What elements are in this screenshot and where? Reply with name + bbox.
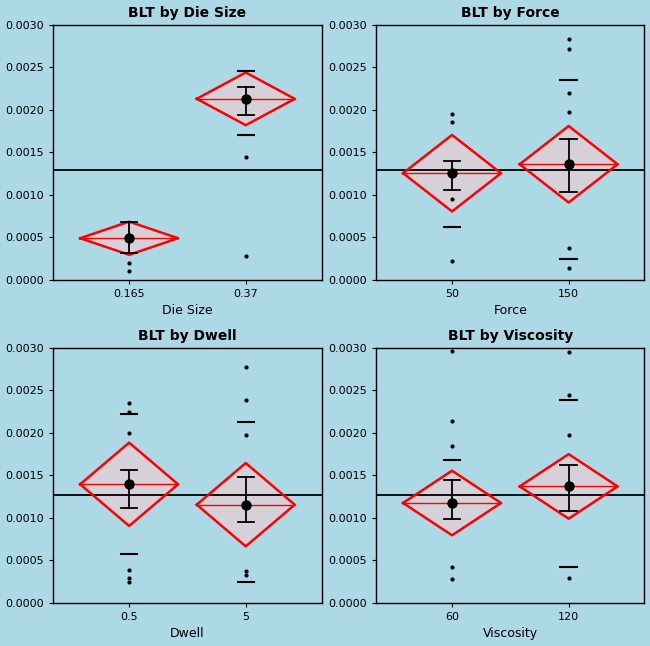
- Polygon shape: [197, 72, 294, 125]
- X-axis label: Force: Force: [493, 304, 527, 317]
- X-axis label: Viscosity: Viscosity: [483, 627, 538, 640]
- X-axis label: Die Size: Die Size: [162, 304, 213, 317]
- Polygon shape: [197, 463, 294, 547]
- Polygon shape: [520, 126, 618, 202]
- X-axis label: Dwell: Dwell: [170, 627, 205, 640]
- Polygon shape: [403, 471, 501, 536]
- Title: BLT by Viscosity: BLT by Viscosity: [448, 329, 573, 342]
- Title: BLT by Die Size: BLT by Die Size: [128, 6, 246, 19]
- Polygon shape: [80, 443, 178, 526]
- Polygon shape: [520, 454, 618, 519]
- Polygon shape: [403, 135, 501, 211]
- Title: BLT by Dwell: BLT by Dwell: [138, 329, 237, 342]
- Polygon shape: [80, 222, 178, 255]
- Title: BLT by Force: BLT by Force: [461, 6, 560, 19]
